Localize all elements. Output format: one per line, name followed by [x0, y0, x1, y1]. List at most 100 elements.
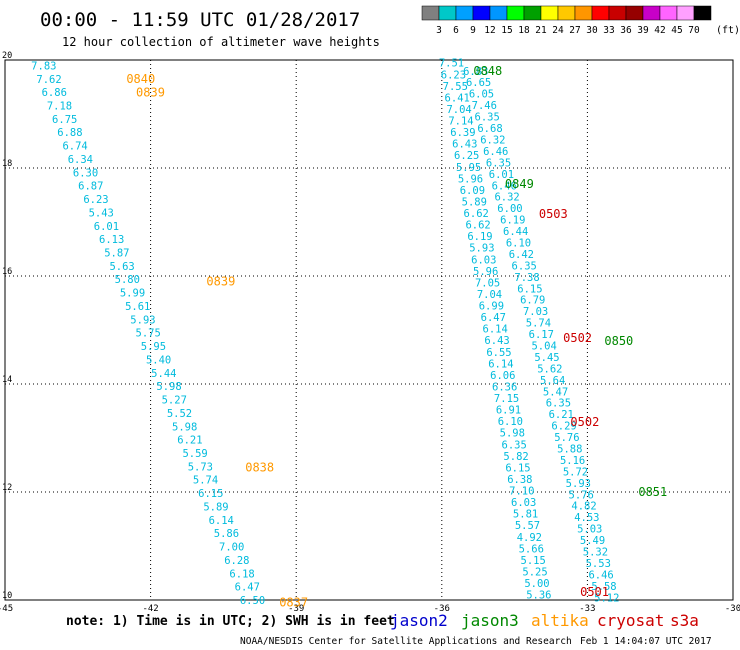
data-value-label: 5.36 — [526, 590, 551, 602]
time-labels: 0840083908390838083708480849085008510503… — [126, 64, 667, 610]
data-value-label: 6.86 — [42, 87, 67, 99]
data-value-label: 6.19 — [467, 231, 492, 243]
data-value-label: 6.87 — [78, 181, 103, 193]
data-value-label: 5.03 — [577, 524, 602, 536]
data-value-label: 7.83 — [31, 60, 56, 72]
data-value-label: 7.05 — [475, 277, 500, 289]
x-tick-label: -39 — [288, 604, 304, 614]
time-label: 0849 — [505, 177, 534, 191]
data-value-label: 5.16 — [560, 455, 585, 467]
data-value-label: 6.21 — [549, 409, 574, 421]
data-value-label: 4.82 — [571, 501, 596, 513]
satellite-legend-altika: altika — [531, 611, 589, 630]
y-tick-label: 18 — [2, 159, 12, 169]
data-value-label: 4.92 — [517, 532, 542, 544]
data-value-label: 6.14 — [209, 515, 234, 527]
data-value-label: 6.14 — [488, 358, 513, 370]
time-label: 0851 — [638, 485, 667, 499]
legend-swatch — [642, 5, 661, 21]
data-value-label: 5.25 — [522, 566, 547, 578]
data-value-label: 6.01 — [489, 169, 514, 181]
data-value-label: 5.45 — [534, 352, 559, 364]
data-value-label: 6.03 — [511, 497, 536, 509]
time-label: 0850 — [604, 334, 633, 348]
data-value-label: 6.74 — [62, 141, 87, 153]
data-value-label: 5.66 — [519, 543, 544, 555]
data-value-label: 5.00 — [524, 578, 549, 590]
data-value-label: 5.64 — [540, 375, 565, 387]
data-value-label: 6.36 — [492, 381, 517, 393]
legend-label: 70 — [688, 25, 700, 36]
legend-label: 42 — [654, 25, 665, 36]
legend-swatch — [693, 5, 712, 21]
data-value-label: 5.74 — [193, 475, 218, 487]
data-value-label: 6.13 — [99, 234, 124, 246]
legend-label: 6 — [453, 25, 459, 36]
legend-swatch — [438, 5, 457, 21]
data-value-label: 5.59 — [182, 448, 207, 460]
data-value-label: 5.62 — [537, 363, 562, 375]
data-value-label: 6.46 — [483, 146, 508, 158]
data-value-label: 5.81 — [513, 509, 538, 521]
data-value-label: 6.15 — [517, 283, 542, 295]
data-value-label: 6.23 — [83, 194, 108, 206]
satellite-legend-jason2: jason2 — [390, 611, 448, 630]
legend-swatch — [489, 5, 508, 21]
data-value-label: 6.35 — [512, 260, 537, 272]
data-value-label: 5.15 — [521, 555, 546, 567]
data-value-label: 6.17 — [529, 329, 554, 341]
data-value-label: 6.46 — [588, 569, 613, 581]
legend-swatch — [625, 5, 644, 21]
data-value-label: 5.32 — [583, 547, 608, 559]
data-value-label: 5.98 — [500, 428, 525, 440]
data-value-label: 5.44 — [151, 368, 176, 380]
time-label: 0839 — [206, 274, 235, 288]
data-value-label: 7.46 — [472, 100, 497, 112]
data-value-label: 7.62 — [36, 74, 61, 86]
data-value-label: 6.32 — [480, 134, 505, 146]
data-value-label: 6.05 — [469, 89, 494, 101]
data-value-label: 6.35 — [546, 398, 571, 410]
data-value-label: 6.10 — [506, 237, 531, 249]
data-value-label: 7.03 — [523, 306, 548, 318]
legend-swatch — [557, 5, 576, 21]
data-value-label: 6.99 — [479, 301, 504, 313]
data-value-label: 6.10 — [498, 416, 523, 428]
data-value-label: 6.83 — [463, 66, 488, 78]
data-value-label: 6.47 — [235, 582, 260, 594]
data-value-label: 6.62 — [465, 220, 490, 232]
legend-swatch — [523, 5, 542, 21]
legend-label: 33 — [603, 25, 614, 36]
legend-label: 45 — [671, 25, 682, 36]
y-tick-label: 12 — [2, 483, 12, 493]
data-value-label: 6.43 — [452, 139, 477, 151]
data-value-label: 6.47 — [481, 312, 506, 324]
data-value-label: 6.79 — [520, 295, 545, 307]
time-label: 0503 — [539, 207, 568, 221]
data-value-label: 5.63 — [109, 261, 134, 273]
data-value-label: 5.47 — [543, 386, 568, 398]
legend-label: 3 — [436, 25, 442, 36]
data-value-label: 6.65 — [466, 77, 491, 89]
data-value-label: 6.39 — [450, 127, 475, 139]
x-tick-label: -30 — [725, 604, 740, 614]
data-value-label: 7.18 — [47, 100, 72, 112]
data-value-label: 5.80 — [115, 274, 140, 286]
data-value-label: 6.01 — [94, 221, 119, 233]
data-value-label: 6.75 — [52, 114, 77, 126]
data-value-label: 5.89 — [462, 196, 487, 208]
grid-lines — [5, 60, 733, 600]
time-label: 0848 — [473, 64, 502, 78]
data-value-label: 5.27 — [162, 395, 187, 407]
data-value-label: 6.18 — [229, 568, 254, 580]
time-label: 0838 — [245, 461, 274, 475]
data-value-label: 6.06 — [490, 370, 515, 382]
data-value-label: 5.12 — [594, 592, 619, 604]
data-value-label: 7.04 — [477, 289, 502, 301]
satellite-legend-s3a: s3a — [670, 611, 699, 630]
time-label: 0502 — [563, 331, 592, 345]
data-value-label: 6.38 — [507, 474, 532, 486]
time-label: 0837 — [279, 596, 308, 610]
